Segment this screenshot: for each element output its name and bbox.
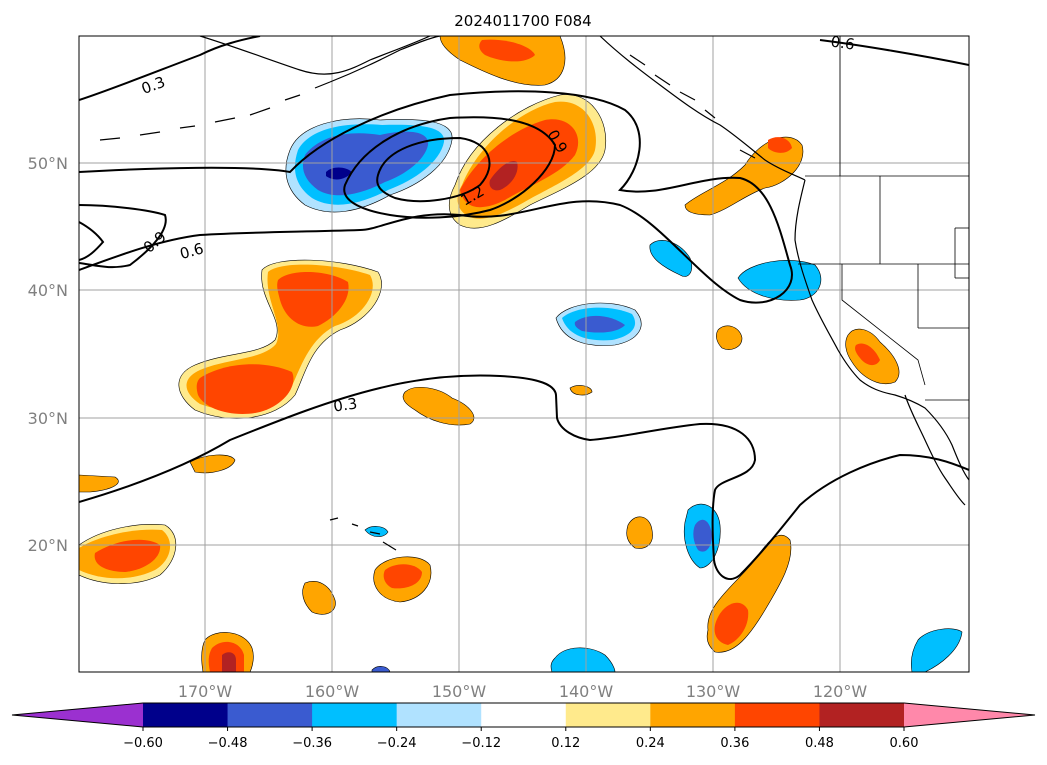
- colorbar-tick-label: −0.36: [292, 736, 332, 751]
- lon-label: 160°W: [305, 682, 360, 701]
- coastlines: [99, 36, 969, 551]
- contour-label: 0.6: [830, 32, 856, 53]
- colorbar-bin: [227, 703, 313, 727]
- lat-label: 40°N: [28, 281, 68, 300]
- colorbar-tick-label: 0.36: [720, 736, 749, 751]
- negative-region-bottom-center: [550, 647, 616, 672]
- map-title: 2024011700 F084: [454, 12, 591, 30]
- positive-region-sw-of-baja-red: [714, 602, 749, 645]
- contour-label: 0.6: [178, 239, 206, 263]
- colorbar-tick-label: 0.48: [805, 736, 834, 751]
- negative-region-38n-medblue: [574, 315, 625, 333]
- contour-0.9-west: [79, 204, 167, 269]
- positive-region-west-20n-red: [94, 539, 161, 572]
- positive-region-gulf-of-alaska-darkred: [489, 161, 518, 191]
- contour-0.3-south: [79, 374, 969, 580]
- positive-region-central-red: [277, 271, 349, 327]
- state-borders: [798, 36, 969, 401]
- positive-region-small-4: [302, 581, 336, 615]
- aleutian-islands: [99, 81, 331, 141]
- lon-label: 120°W: [813, 682, 868, 701]
- colorbar-bin: [734, 703, 820, 727]
- colorbar-tick-label: −0.60: [123, 736, 163, 751]
- lon-label: 170°W: [178, 682, 233, 701]
- lon-label: 130°W: [686, 682, 741, 701]
- alaska-peninsula: [329, 36, 441, 83]
- contour-0.9-center: [343, 116, 557, 219]
- colorbar-tick-label: 0.60: [890, 736, 919, 751]
- positive-region-hawaii-south-red: [383, 564, 422, 589]
- contour-lines: [79, 36, 969, 580]
- alaska-coast: [199, 36, 431, 75]
- colorbar-bin: [565, 703, 651, 727]
- colorbar-tick-label: −0.24: [377, 736, 417, 751]
- positive-region-north-edge: [439, 36, 566, 86]
- map-area: 0.3 0.6 0.9 1.2 0.9 0.6 0.3: [79, 32, 969, 672]
- contour-0.9-west-inner: [79, 221, 105, 261]
- colorbar-tick-label: 0.12: [551, 736, 580, 751]
- map-border: [78, 35, 970, 673]
- contour-1.2: [376, 136, 491, 203]
- colorbar-extend-max: [904, 703, 1035, 727]
- bc-islands: [629, 54, 756, 159]
- colorbar-bin: [650, 703, 736, 727]
- colorbar-bin: [143, 703, 229, 727]
- negative-region-bottom-right: [910, 628, 963, 672]
- positive-region-small-5: [626, 516, 653, 549]
- positive-region-north-edge-red: [479, 39, 535, 62]
- hawaiian-islands: [329, 517, 397, 551]
- west-coast: [794, 179, 969, 481]
- positive-region-california-red: [855, 343, 880, 366]
- lon-label: 150°W: [432, 682, 487, 701]
- colorbar-tick-label: −0.48: [208, 736, 248, 751]
- positive-region-small-1: [402, 387, 475, 426]
- contour-label: 0.3: [332, 394, 358, 415]
- lon-label: 140°W: [559, 682, 614, 701]
- positive-region-central-red2: [196, 364, 294, 415]
- negative-region-hawaii: [364, 526, 389, 537]
- positive-region-bottom-left-darkred: [222, 652, 236, 672]
- contour-0.6-main: [79, 90, 793, 304]
- positive-region-small-3: [79, 474, 119, 493]
- positive-region-small-6: [716, 325, 743, 350]
- longitude-labels: 170°W 160°W 150°W 140°W 130°W 120°W: [178, 682, 868, 701]
- lat-label: 50°N: [28, 154, 68, 173]
- positive-region-small-2: [189, 454, 236, 474]
- positive-region-pnw-red: [768, 137, 792, 153]
- colorbar-bin: [481, 703, 567, 727]
- negative-region-bottom-small: [371, 666, 391, 672]
- colorbar: −0.60 −0.48 −0.36 −0.24 −0.12 0.12 0.24 0.36 0.4…: [11, 702, 1036, 751]
- colorbar-extend-min: [12, 703, 143, 727]
- latitude-labels: 50°N 40°N 30°N 20°N: [28, 154, 68, 555]
- colorbar-tick-label: 0.24: [636, 736, 665, 751]
- contour-0.6-north: [819, 39, 969, 66]
- colorbar-bin: [396, 703, 482, 727]
- positive-region-pnw: [684, 136, 804, 216]
- colorbar-tick-label: −0.12: [461, 736, 501, 751]
- lat-label: 30°N: [28, 409, 68, 428]
- colorbar-bin: [819, 703, 905, 727]
- colorbar-bin: [312, 703, 398, 727]
- baja-california: [904, 394, 966, 506]
- lat-label: 20°N: [28, 536, 68, 555]
- southeast-alaska-coast: [599, 36, 806, 181]
- contour-0.3-north: [79, 36, 261, 101]
- negative-region-20n-medblue: [693, 519, 712, 552]
